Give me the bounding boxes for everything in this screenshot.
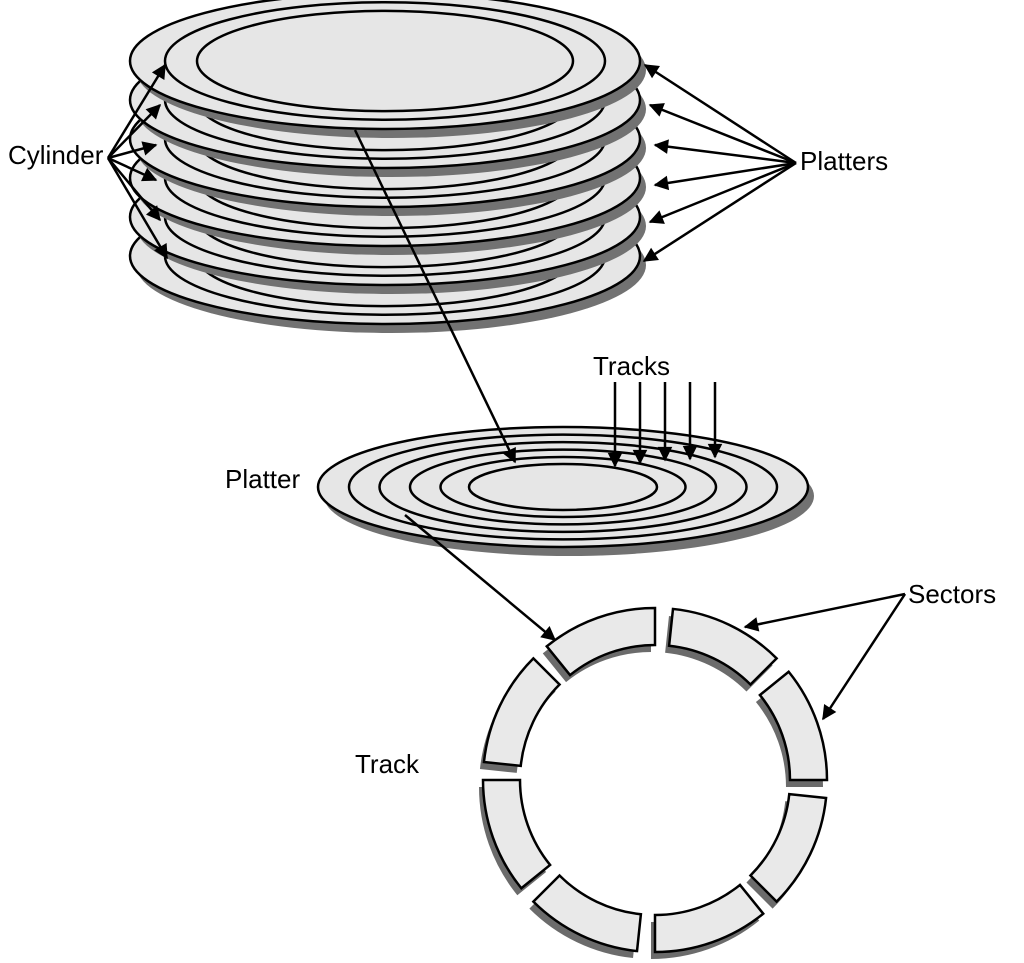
sector: [484, 658, 560, 766]
platter-label: Platter: [225, 464, 300, 494]
sector: [547, 608, 655, 675]
platters-arrow: [645, 65, 796, 163]
sector: [669, 609, 777, 685]
sectors-arrow: [745, 594, 905, 627]
platters-label: Platters: [800, 146, 888, 176]
sector: [750, 794, 826, 902]
sectors-label: Sectors: [908, 579, 996, 609]
cylinder-label: Cylinder: [8, 140, 104, 170]
sector: [483, 780, 550, 888]
platters-arrow: [655, 163, 796, 185]
sectors-arrow: [823, 594, 905, 719]
sector: [760, 672, 827, 780]
platters-arrow: [650, 163, 796, 222]
tracks-label: Tracks: [593, 351, 670, 381]
track-label: Track: [355, 749, 420, 779]
sector: [655, 885, 763, 952]
platters-arrow: [644, 163, 796, 261]
